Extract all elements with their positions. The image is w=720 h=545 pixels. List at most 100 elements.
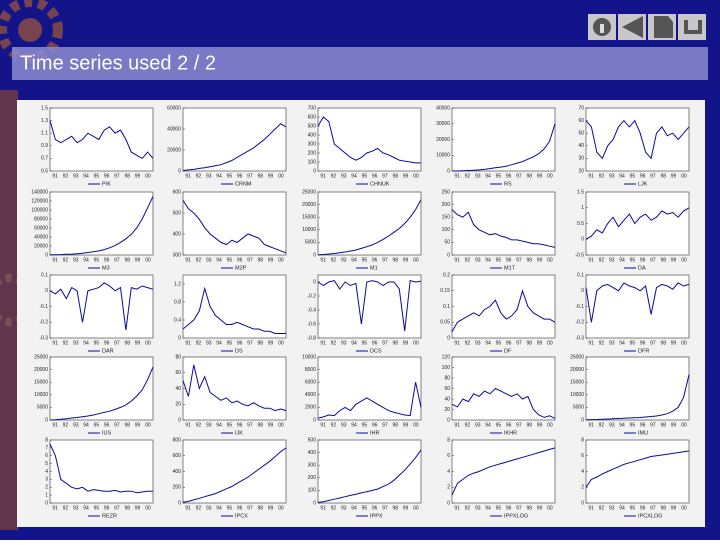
x-tick-label: 94 <box>83 340 89 346</box>
info-button[interactable] <box>588 14 616 40</box>
y-tick-label: 0 <box>313 500 316 506</box>
y-tick-label: -0.5 <box>575 252 584 258</box>
x-tick-label: 96 <box>506 173 512 179</box>
plot-frame <box>182 356 287 421</box>
x-tick-label: 95 <box>94 340 100 346</box>
x-tick-label: 92 <box>63 505 69 511</box>
x-tick-label: 94 <box>216 505 222 511</box>
y-tick-label: 20000 <box>570 367 584 373</box>
x-tick-label: 91 <box>52 257 58 263</box>
x-tick-label: 00 <box>547 257 553 263</box>
series-line <box>585 119 690 160</box>
y-tick-label: 0.8 <box>174 299 181 305</box>
x-tick-label: 94 <box>216 257 222 263</box>
y-tick-label: 6 <box>447 453 450 459</box>
y-tick-label: 4 <box>447 469 450 475</box>
legend-label: M1 <box>370 265 378 271</box>
x-tick-label: 00 <box>278 505 284 511</box>
x-tick-label: 95 <box>630 173 636 179</box>
legend-label: IMU <box>638 430 648 436</box>
x-tick-label: 00 <box>145 257 151 263</box>
y-tick-label: -0.4 <box>307 307 316 313</box>
y-tick-label: 25000 <box>34 354 48 360</box>
y-tick-label: 50 <box>578 131 584 137</box>
y-tick-label: 140000 <box>31 189 48 195</box>
x-tick-label: 91 <box>185 340 191 346</box>
x-tick-label: 96 <box>237 340 243 346</box>
y-tick-label: 0.05 <box>440 320 450 326</box>
y-tick-label: 4 <box>581 469 584 475</box>
series-line <box>182 447 287 503</box>
y-tick-label: 0 <box>581 288 584 294</box>
y-tick-label: -0.1 <box>39 304 48 310</box>
x-tick-label: 93 <box>341 340 347 346</box>
x-tick-label: 98 <box>257 340 263 346</box>
series-line <box>182 364 287 412</box>
x-tick-label: 92 <box>465 173 471 179</box>
x-tick-label: 91 <box>52 422 58 428</box>
y-tick-label: 300 <box>308 141 317 147</box>
x-tick-label: 91 <box>454 340 460 346</box>
y-tick-label: 0 <box>45 500 48 506</box>
y-tick-label: 1.5 <box>577 189 584 195</box>
legend-label: DF <box>504 348 512 354</box>
x-tick-label: 93 <box>73 340 79 346</box>
y-tick-label: 60 <box>444 386 450 392</box>
x-tick-label: 94 <box>83 257 89 263</box>
x-tick-label: 93 <box>609 257 615 263</box>
x-tick-label: 98 <box>392 422 398 428</box>
y-tick-label: 25000 <box>302 189 316 195</box>
y-tick-label: 0 <box>447 168 450 174</box>
x-tick-label: 91 <box>588 257 594 263</box>
x-tick-label: 00 <box>413 340 419 346</box>
back-button[interactable] <box>618 14 646 40</box>
y-tick-label: 1 <box>581 205 584 211</box>
x-tick-label: 98 <box>526 505 532 511</box>
x-tick-label: 91 <box>52 340 58 346</box>
y-tick-label: 10000 <box>34 392 48 398</box>
x-tick-label: 97 <box>247 505 253 511</box>
plot-frame <box>49 439 154 504</box>
x-tick-label: 00 <box>278 340 284 346</box>
x-tick-label: 91 <box>185 173 191 179</box>
x-tick-label: 00 <box>413 505 419 511</box>
return-button[interactable] <box>678 14 706 40</box>
x-tick-label: 99 <box>671 340 677 346</box>
y-tick-label: 30 <box>578 156 584 162</box>
y-tick-label: 8 <box>45 437 48 443</box>
series-line <box>182 200 287 254</box>
y-tick-label: 500 <box>173 210 182 216</box>
x-tick-label: 93 <box>206 505 212 511</box>
x-tick-label: 94 <box>619 422 625 428</box>
x-tick-label: 98 <box>660 173 666 179</box>
y-tick-label: 80 <box>175 354 181 360</box>
series-line <box>585 282 690 323</box>
x-tick-label: 97 <box>516 173 522 179</box>
x-tick-label: 00 <box>413 173 419 179</box>
y-tick-label: 20 <box>175 402 181 408</box>
x-tick-label: 99 <box>268 173 274 179</box>
x-tick-label: 99 <box>403 422 409 428</box>
y-tick-label: 1.5 <box>41 105 48 111</box>
page-button[interactable] <box>648 14 676 40</box>
nav-buttons <box>588 14 706 40</box>
series-line <box>182 286 286 334</box>
y-tick-label: 0.1 <box>577 272 584 278</box>
plot-frame <box>451 274 556 339</box>
x-tick-label: 95 <box>227 505 233 511</box>
x-tick-label: 94 <box>216 340 222 346</box>
y-tick-label: 150 <box>442 215 451 221</box>
x-tick-label: 97 <box>382 422 388 428</box>
plot-frame <box>451 191 556 256</box>
slide-title: Time series used 2 / 2 <box>20 52 216 74</box>
y-tick-label: 2 <box>447 485 450 491</box>
x-tick-label: 93 <box>206 257 212 263</box>
legend-label: IPCXLOG <box>638 513 662 519</box>
x-tick-label: 96 <box>506 505 512 511</box>
y-tick-label: 0 <box>447 417 450 423</box>
y-tick-label: 0 <box>447 335 450 341</box>
x-tick-label: 96 <box>237 505 243 511</box>
y-tick-label: 5 <box>45 461 48 467</box>
x-tick-label: 92 <box>465 422 471 428</box>
x-tick-label: 00 <box>145 173 151 179</box>
